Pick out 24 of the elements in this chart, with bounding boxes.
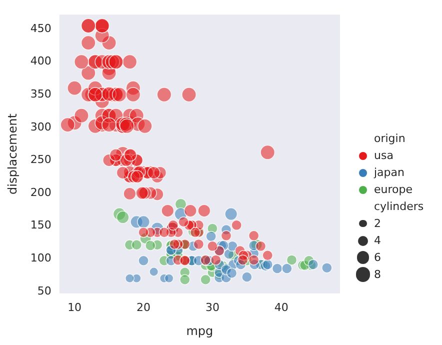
y-tick-label: 50 (37, 284, 52, 298)
legend-label: europe (374, 182, 412, 198)
y-axis-title: displacement (5, 113, 20, 194)
legend-label: usa (374, 148, 394, 164)
y-tick-label: 150 (30, 218, 52, 232)
x-axis-title: mpg (186, 324, 214, 338)
legend-label: 8 (374, 267, 381, 283)
legend-label: 4 (374, 233, 381, 249)
y-tick-label: 400 (30, 54, 52, 68)
y-tick-label: 300 (30, 120, 52, 134)
y-tick-label: 350 (30, 87, 52, 100)
text: cylinders (374, 199, 424, 215)
x-tick-label: 10 (68, 300, 82, 314)
legend-title: origin (374, 131, 406, 147)
y-tick-label: 450 (30, 22, 52, 35)
y-tick-label: 250 (30, 153, 52, 166)
y-tick-label: 200 (30, 186, 52, 199)
text: japan (374, 165, 404, 181)
x-tick-label: 30 (205, 300, 220, 314)
legend-label: 2 (374, 216, 381, 232)
x-tick-label: 20 (136, 300, 151, 314)
x-tick-label: 40 (274, 300, 288, 314)
legend-label: 6 (374, 250, 381, 266)
y-tick-label: 100 (30, 251, 52, 264)
